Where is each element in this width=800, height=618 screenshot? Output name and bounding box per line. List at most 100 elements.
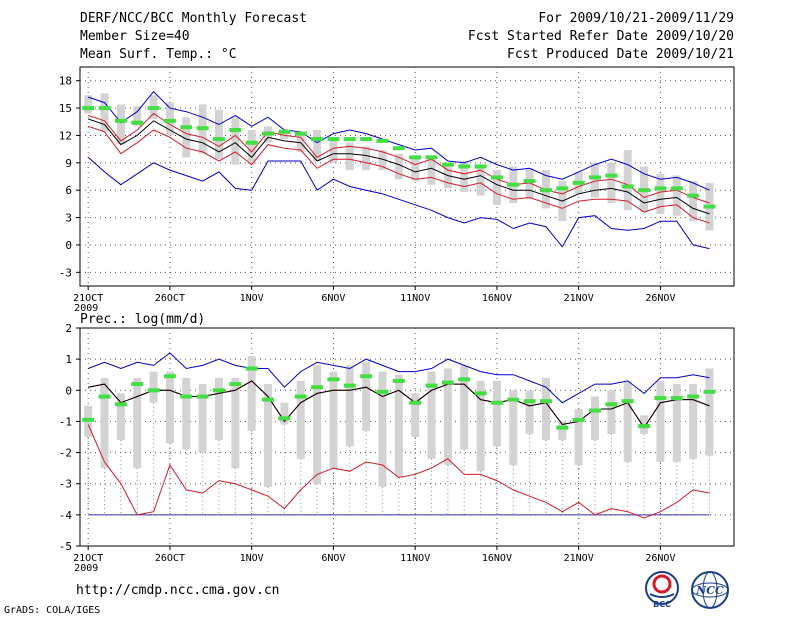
temp-ensemble-box [443,164,452,189]
temp-ensemble-box [689,181,698,222]
prec-marker [376,389,389,394]
temp-ensemble-box [313,129,322,161]
temp-xtick-label: 26NOV [645,293,675,304]
prec-marker [180,394,193,399]
prec-marker [703,389,716,394]
prec-marker [589,408,602,413]
temp-ensemble-box [345,142,354,171]
temp-marker [621,184,634,189]
temp-ensemble-box [460,160,469,193]
prec-ensemble-box [231,377,240,469]
prec-ensemble-box [296,380,305,459]
temp-marker [343,137,356,142]
prec-ytick-label: -1 [59,415,72,428]
prec-ensemble-box [394,374,403,478]
prec-ensemble-box [329,371,338,469]
temp-marker [196,126,209,131]
prec-ensemble-box [623,380,632,462]
temp-ytick-label: 9 [65,157,72,170]
temp-ytick-label: 6 [65,184,72,197]
prec-ensemble-box [313,365,322,484]
prec-ensemble-box [476,380,485,472]
prec-marker [458,377,471,382]
prec-series-q25 [87,424,710,519]
prec-ytick-label: -5 [59,540,72,553]
temp-marker [114,118,127,123]
temp-marker [245,140,258,145]
temp-marker [409,155,422,160]
temp-marker [507,182,520,187]
prec-panel: -5 -4 -3 -2 -1 0 1 2 21OCT 26OCT 1NOV 6NOV 11NOV 16NO… [59,312,735,574]
temp-ensemble-box [214,109,223,160]
prec-ensemble-box [182,377,191,450]
prec-marker [474,391,487,396]
temp-marker [589,175,602,180]
prec-marker [572,417,585,422]
temp-ytick-label: 0 [65,239,72,252]
prec-ensemble-box [378,371,387,487]
temp-marker [98,106,111,111]
temp-marker [425,155,438,160]
temp-marker [278,129,291,134]
source-url[interactable]: http://cmdp.ncc.cma.gov.cn [76,583,280,598]
temp-ensemble-box [133,106,142,127]
forecast-period: For 2009/10/21-2009/11/29 [538,11,734,26]
variable-label: Mean Surf. Temp.: °C [80,47,237,62]
temp-series-mean [88,118,710,215]
prec-ensemble-box [362,362,371,431]
temp-marker [703,204,716,209]
prec-ensemble-box [689,384,698,459]
prec-marker [196,394,209,399]
prec-marker [556,425,569,430]
prec-marker [507,397,520,402]
prec-marker [245,366,258,371]
prec-ensemble-box [149,371,158,403]
prec-marker [98,394,111,399]
prec-ensemble-box [558,421,567,441]
temp-marker [376,138,389,143]
forecast-produced-date: Fcst Produced Date 2009/10/21 [507,47,734,62]
temp-ensemble-box [623,150,632,211]
temp-xtick-label: 21OCT [73,293,103,304]
temp-xtick-label: 21NOV [564,293,594,304]
prec-marker [327,377,340,382]
prec-ytick-label: 2 [65,322,72,335]
prec-ylabel: Prec.: log(mm/d) [80,312,205,327]
prec-year-label: 2009 [74,563,98,574]
temp-ensemble-box [247,129,256,165]
temp-ensemble-box [476,168,485,196]
prec-ensemble-box [264,384,273,487]
prec-marker [605,402,618,407]
prec-marker [490,400,503,405]
temp-ytick-label: 18 [59,75,72,88]
prec-marker [392,378,405,383]
prec-ensemble-box [247,356,256,431]
temp-ensemble-box [100,93,109,132]
temp-marker [556,186,569,191]
temp-marker [539,188,552,193]
prec-xtick-label: 1NOV [240,553,264,564]
temp-ensemble-box [427,159,436,185]
temp-marker [180,125,193,130]
ncc-logo: NCC [691,571,729,609]
temp-ensemble-box [525,168,534,200]
temp-marker [163,118,176,123]
prec-xtick-label: 16NOV [482,553,512,564]
prec-marker [147,388,160,393]
prec-marker [539,399,552,404]
prec-marker [163,374,176,379]
prec-marker [262,397,275,402]
temp-ensemble-box [492,170,501,205]
temp-series-min [87,156,710,250]
temp-ensemble-box [362,146,371,171]
temp-ytick-label: 3 [65,212,72,225]
prec-marker [311,385,324,390]
prec-ensemble-box [525,390,534,434]
prec-marker [409,400,422,405]
prec-ensemble-box [509,390,518,466]
prec-xtick-label: 11NOV [400,553,430,564]
temp-marker [262,131,275,136]
temp-ensemble-box [116,104,125,145]
temp-ensemble-box [607,162,616,203]
